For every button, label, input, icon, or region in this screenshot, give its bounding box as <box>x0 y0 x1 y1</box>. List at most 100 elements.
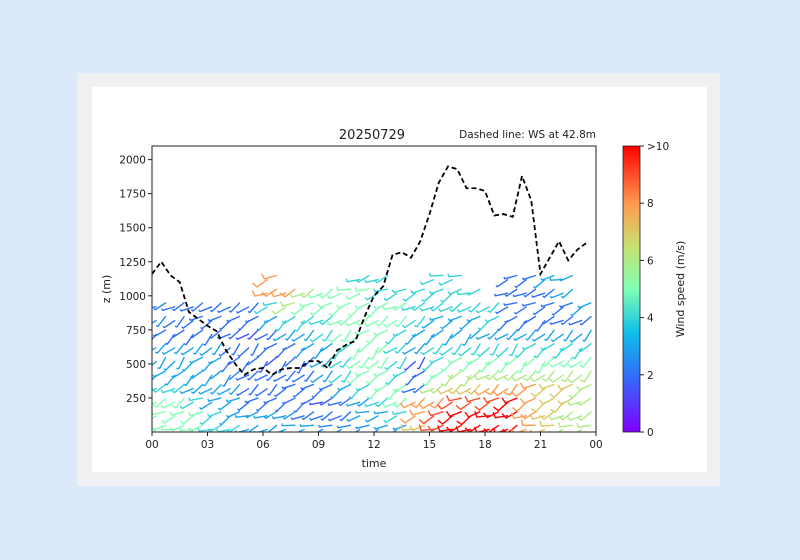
wind-barb <box>559 301 574 308</box>
wind-barb <box>248 383 259 396</box>
wind-barb <box>436 387 453 395</box>
wind-barb <box>300 315 315 325</box>
wind-barb <box>171 397 185 409</box>
wind-barb <box>349 347 361 360</box>
wind-barb <box>254 387 269 397</box>
wind-barb <box>263 410 278 420</box>
wind-barb <box>468 302 481 313</box>
wind-barb <box>459 374 472 387</box>
wind-barb <box>373 424 389 430</box>
wind-barb <box>375 397 389 408</box>
wind-barb <box>308 401 324 406</box>
wind-barb <box>152 401 157 405</box>
wind-barb <box>218 347 232 357</box>
wind-barb <box>457 347 472 357</box>
wind-barb <box>176 356 186 370</box>
wind-barb <box>503 383 518 396</box>
wind-barb <box>392 383 407 393</box>
wind-barb <box>322 370 333 383</box>
wind-barb <box>531 333 546 342</box>
wind-barb <box>568 319 583 326</box>
wind-barb <box>188 315 204 322</box>
wind-barb <box>174 315 185 328</box>
wind-barb <box>567 360 583 369</box>
y-tick-label: 750 <box>126 325 146 337</box>
wind-barb <box>535 319 546 332</box>
wind-barb <box>483 424 500 432</box>
wind-barb <box>162 319 176 329</box>
wind-barb <box>503 301 518 306</box>
wind-barb <box>410 288 426 294</box>
wind-barb <box>392 302 407 311</box>
wind-barb <box>187 410 204 417</box>
wind-barb <box>355 342 370 353</box>
wind-barb <box>382 401 398 408</box>
wind-barb <box>247 329 259 340</box>
wind-barb <box>374 274 389 284</box>
wind-barb <box>227 356 241 366</box>
colorbar <box>622 145 641 433</box>
wind-barb <box>410 397 426 409</box>
wind-barb <box>549 319 564 325</box>
wind-barb <box>535 360 546 374</box>
wind-barb <box>179 306 194 312</box>
wind-barb <box>228 383 241 396</box>
wind-barb <box>530 374 546 383</box>
wind-barb <box>519 382 537 389</box>
wind-barb <box>165 333 176 346</box>
wind-barb <box>345 292 361 301</box>
wind-barb <box>327 360 342 369</box>
wind-barb <box>475 333 490 340</box>
wind-barb <box>281 423 296 427</box>
wind-barb <box>173 343 185 355</box>
wind-barb <box>198 387 213 395</box>
wind-barb <box>199 401 213 411</box>
wind-barb <box>493 292 509 297</box>
wind-barb <box>402 346 416 355</box>
wind-barb <box>261 288 278 298</box>
wind-barb <box>468 329 481 340</box>
wind-barb <box>373 428 380 432</box>
wind-barb <box>284 370 296 382</box>
wind-barb <box>293 401 306 413</box>
wind-barb <box>180 346 195 356</box>
wind-barb <box>354 287 370 292</box>
wind-barb <box>280 288 296 298</box>
y-tick-label: 1000 <box>119 291 146 303</box>
wind-barb <box>263 342 278 351</box>
wind-barb <box>346 374 361 385</box>
wind-barb <box>510 428 527 432</box>
wind-barb <box>511 387 528 397</box>
wind-barb <box>385 333 398 345</box>
wind-barb <box>447 383 463 395</box>
wind-barb <box>576 383 592 391</box>
wind-barb <box>579 370 592 383</box>
wind-barb <box>559 342 574 352</box>
wind-barb <box>385 374 398 386</box>
wind-barb <box>281 315 296 325</box>
wind-barb <box>336 301 352 309</box>
wind-barb <box>503 370 518 381</box>
wind-barb <box>152 370 167 378</box>
wind-barb <box>354 428 361 432</box>
wind-barb <box>203 333 213 346</box>
wind-barb <box>303 370 315 382</box>
wind-barb <box>557 383 574 391</box>
wind-barb <box>430 329 444 339</box>
wind-barb <box>422 374 435 387</box>
wind-barb <box>455 401 472 411</box>
wind-barb <box>438 306 453 313</box>
wind-barb <box>411 370 426 379</box>
wind-barb <box>152 374 158 381</box>
wind-barb <box>474 401 491 411</box>
wind-barb <box>169 410 185 416</box>
wind-barb <box>300 342 315 352</box>
wind-barb <box>522 315 537 325</box>
wind-barb <box>262 301 278 307</box>
wind-barb <box>522 356 537 367</box>
colorbar-tick-label: 0 <box>647 427 654 439</box>
wind-barb <box>464 424 481 432</box>
wind-barb <box>549 292 564 299</box>
wind-barb <box>290 306 306 316</box>
wind-barb <box>540 301 555 308</box>
